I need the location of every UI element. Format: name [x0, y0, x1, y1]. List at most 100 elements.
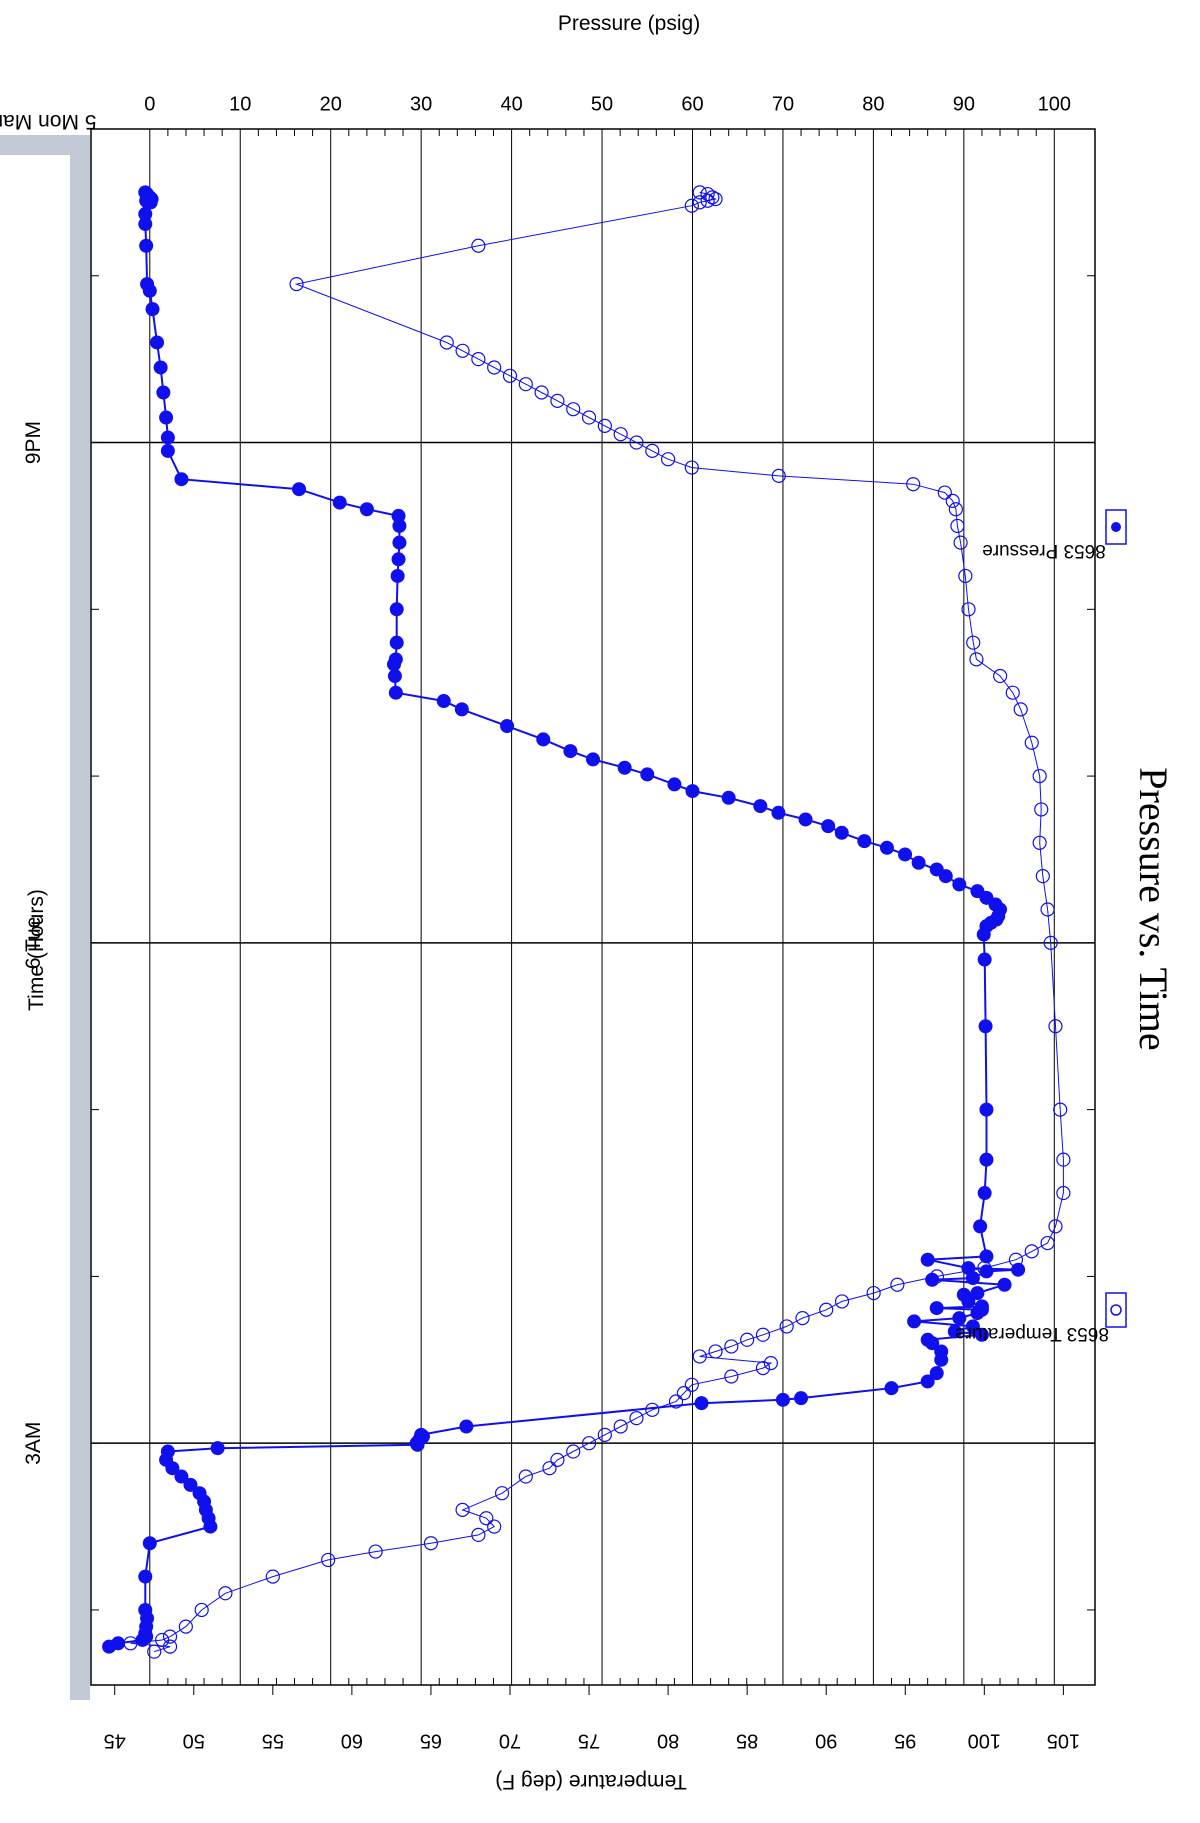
temperature-point: [993, 668, 1008, 684]
pressure-point: [536, 732, 551, 747]
temperature-point: [1013, 702, 1028, 717]
plot-area: [90, 128, 1096, 1686]
temperature-point: [684, 460, 699, 475]
pressure-point: [390, 568, 405, 583]
pressure-point: [1011, 1262, 1026, 1277]
grid-lines: [91, 129, 1095, 1685]
temperature-point: [542, 1461, 557, 1476]
pressure-point: [391, 508, 406, 523]
temperature-point: [1040, 902, 1055, 917]
pressure-point: [332, 495, 347, 510]
temperature-tick-label: 75: [578, 1730, 600, 1752]
pressure-point: [139, 238, 154, 253]
pressure-point: [454, 702, 469, 717]
temperature-point: [1043, 935, 1058, 950]
temperature-point: [661, 452, 676, 467]
temperature-tick-label: 60: [341, 1730, 363, 1752]
temperature-point: [763, 1356, 778, 1371]
temperature-point: [950, 518, 965, 534]
pressure-point: [389, 635, 404, 650]
temperature-point: [705, 190, 720, 205]
pressure-point: [138, 1569, 153, 1584]
pressure-tick-label: 50: [591, 93, 613, 115]
temperature-tick-label: 85: [736, 1730, 758, 1752]
temperature-point: [684, 1377, 699, 1392]
pressure-tick-label: 0: [144, 93, 155, 115]
series-8653-temperature: [123, 185, 1071, 1659]
temperature-point: [1024, 735, 1039, 750]
pressure-point: [156, 385, 171, 400]
pressure-point: [753, 799, 768, 814]
temperature-point: [1034, 802, 1049, 817]
pressure-point: [203, 1519, 218, 1534]
temperature-point: [218, 1586, 233, 1601]
temperature-point: [1035, 869, 1050, 884]
temperature-point: [455, 1502, 470, 1517]
temperature-tick-label: 105: [1047, 1730, 1080, 1752]
pressure-point: [979, 1249, 994, 1264]
pressure-tick-label: 80: [862, 93, 884, 115]
temperature-point: [455, 343, 470, 358]
pressure-point: [970, 1286, 985, 1301]
temperature-point: [755, 1327, 771, 1342]
date-label: 5 Mon Mar 2012: [0, 110, 96, 133]
pressure-point: [920, 1374, 935, 1389]
left-side-bar: [0, 135, 90, 155]
temperature-point: [487, 360, 502, 375]
temperature-point: [1032, 768, 1047, 784]
temperature-point: [779, 1319, 794, 1334]
pressure-point: [359, 502, 374, 517]
pressure-point: [961, 1294, 976, 1309]
temperature-point: [581, 410, 597, 425]
temperature-point: [1056, 1185, 1071, 1201]
temperature-point: [123, 1636, 138, 1651]
pressure-point: [387, 657, 402, 672]
temperature-point: [866, 1285, 881, 1301]
temperature-tick-label: 50: [183, 1730, 205, 1752]
pressure-point: [160, 443, 175, 458]
pressure-point: [586, 752, 600, 767]
pressure-point: [965, 1319, 980, 1334]
y-axis-label-pressure: Pressure (psig): [558, 12, 700, 35]
pressure-point: [694, 1396, 709, 1411]
pressure-point: [640, 767, 655, 782]
pressure-point: [920, 1252, 935, 1267]
pressure-point: [978, 1019, 993, 1034]
temperature-point: [953, 535, 968, 550]
temperature-point: [890, 1277, 905, 1292]
temperature-point: [1032, 835, 1047, 850]
pressure-point: [925, 1272, 940, 1287]
legend-temperature: 8653 Temperature: [955, 1292, 1127, 1344]
temperature-point: [937, 485, 952, 500]
temperature-point: [834, 1294, 850, 1309]
temperature-tick-label: 45: [104, 1730, 126, 1752]
time-tick-label: 3AM: [22, 1422, 45, 1465]
temperature-point: [147, 1644, 162, 1659]
pressure-point: [292, 482, 307, 497]
pressure-point: [165, 1461, 180, 1476]
pressure-point: [977, 952, 992, 967]
pressure-point: [974, 1327, 989, 1342]
temperature-point: [700, 186, 715, 202]
temperature-point: [819, 1302, 834, 1317]
pressure-point: [685, 784, 700, 799]
temperature-point: [692, 1349, 707, 1364]
temperature-point: [668, 1394, 684, 1409]
temperature-point: [471, 238, 486, 253]
legend-temperature-marker-icon: [1110, 1304, 1122, 1316]
temperature-point: [518, 377, 533, 392]
pressure-point: [135, 1632, 150, 1647]
temperature-point: [265, 1569, 280, 1584]
pressure-point: [138, 217, 153, 232]
temperature-point: [969, 652, 984, 667]
temperature-point: [958, 568, 973, 584]
temperature-point: [645, 1402, 660, 1417]
pressure-point: [929, 1301, 944, 1316]
temperature-point: [684, 198, 699, 213]
pressure-point: [952, 1311, 967, 1326]
temperature-point: [321, 1552, 336, 1568]
pressure-point: [911, 855, 926, 870]
temperature-point: [1048, 1019, 1063, 1034]
temperature-point: [423, 1536, 439, 1551]
